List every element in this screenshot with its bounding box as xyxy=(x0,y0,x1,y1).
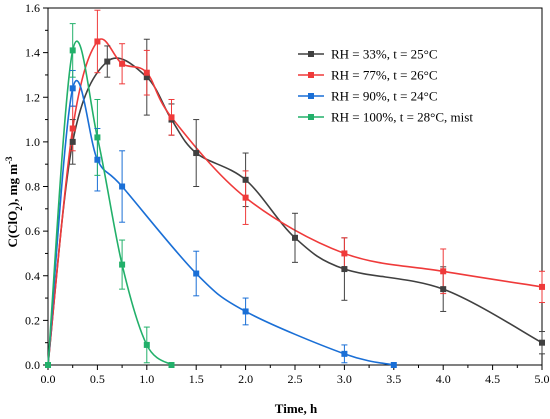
y-axis-label-superscript: -3 xyxy=(4,156,14,164)
x-axis-label: Time, h xyxy=(275,401,318,416)
y-axis-label-subscript: 2 xyxy=(14,206,24,211)
y-tick-label: 0.2 xyxy=(25,313,40,327)
series-2-point xyxy=(341,250,348,257)
y-axis: 0.0 0.2 0.4 0.6 0.8 1.0 1.2 1.4 1.6 xyxy=(25,1,48,372)
legend-swatch-marker xyxy=(308,93,314,99)
y-tick-label: 0.8 xyxy=(25,180,40,194)
series-2-point xyxy=(119,60,126,67)
series-4-line xyxy=(47,40,173,366)
series-1-point xyxy=(242,176,249,183)
data-points xyxy=(45,38,545,368)
x-tick-label: 2.5 xyxy=(288,372,303,386)
legend: RH = 33%, t = 25°C RH = 77%, t = 26°C RH =… xyxy=(298,47,473,125)
series-2-point xyxy=(69,125,76,132)
series-3-point xyxy=(390,362,397,368)
legend-swatch-marker xyxy=(308,51,314,57)
error-bars xyxy=(69,9,545,364)
legend-swatch-marker xyxy=(308,72,314,78)
series-4-point xyxy=(69,47,76,54)
legend-label: RH = 33%, t = 25°C xyxy=(331,47,438,62)
x-axis: 0.0 0.5 1.0 1.5 2.0 2.5 3.0 3.5 4.0 4.5 5.0 xyxy=(41,365,550,386)
series-3-point xyxy=(341,350,348,357)
legend-label: RH = 77%, t = 26°C xyxy=(331,68,438,83)
legend-label: RH = 100%, t = 28°C, mist xyxy=(331,110,473,125)
y-tick-label: 0.4 xyxy=(25,269,40,283)
y-tick-label: 1.6 xyxy=(25,1,40,15)
x-tick-label: 1.5 xyxy=(189,372,204,386)
series-1-point xyxy=(292,234,298,241)
series-2-point xyxy=(94,38,101,45)
series-3-point xyxy=(193,270,200,277)
x-tick-label: 0.0 xyxy=(41,372,56,386)
legend-swatch-marker xyxy=(308,114,314,120)
x-tick-label: 3.0 xyxy=(337,372,352,386)
legend-label: RH = 90%, t = 24°C xyxy=(331,89,438,104)
series-1-point xyxy=(193,150,200,157)
series-4-point xyxy=(94,134,101,141)
y-axis-label: C(ClO2), mg m-3 xyxy=(4,156,24,248)
y-tick-label: 1.4 xyxy=(25,46,40,60)
series-3-point xyxy=(119,183,126,190)
y-tick-label: 0.0 xyxy=(25,358,40,372)
series-1-point xyxy=(539,339,545,346)
x-tick-label: 5.0 xyxy=(535,372,550,386)
series-4-point xyxy=(119,261,126,268)
series-1-point xyxy=(69,138,76,145)
series-2-point xyxy=(168,114,175,121)
series-4-point xyxy=(168,362,175,368)
series-4-point xyxy=(143,341,150,348)
y-tick-label: 1.2 xyxy=(25,90,40,104)
x-tick-label: 2.0 xyxy=(238,372,253,386)
series-3-point xyxy=(94,156,101,163)
x-tick-label: 1.0 xyxy=(139,372,154,386)
y-tick-label: 1.0 xyxy=(25,135,40,149)
x-tick-label: 0.5 xyxy=(90,372,105,386)
y-tick-label: 0.6 xyxy=(25,224,40,238)
y-axis-label-tail: ), mg m xyxy=(5,164,20,206)
series-1-point xyxy=(440,286,447,293)
series-3-point xyxy=(69,85,76,92)
series-2-point xyxy=(143,69,150,76)
y-axis-label-main: C(ClO xyxy=(5,211,20,248)
series-1-point xyxy=(341,266,348,273)
series-1-point xyxy=(104,58,111,65)
series-4-point xyxy=(45,362,51,368)
series-2-point xyxy=(242,194,249,201)
x-tick-label: 4.5 xyxy=(485,372,500,386)
x-tick-label: 4.0 xyxy=(436,372,451,386)
series-3-point xyxy=(242,308,249,315)
x-tick-label: 3.5 xyxy=(386,372,401,386)
series-2-point xyxy=(440,268,447,275)
series-1-point xyxy=(143,74,150,81)
series-2-point xyxy=(539,283,545,290)
